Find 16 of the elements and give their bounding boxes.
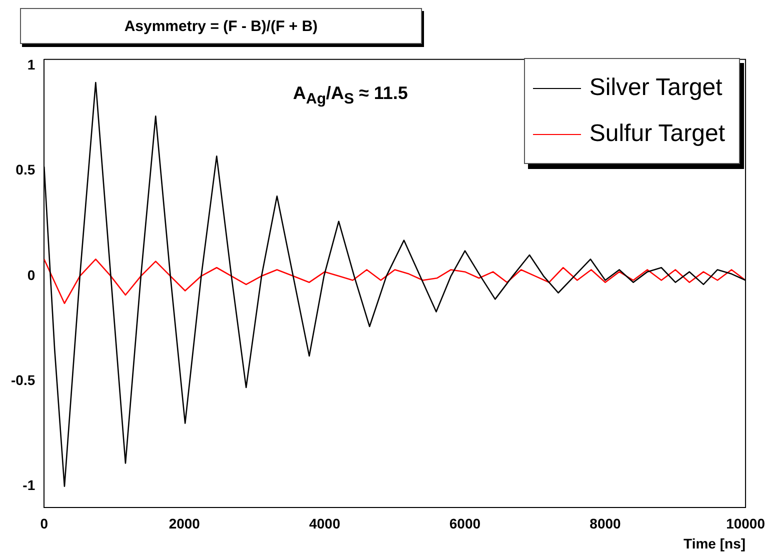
x-tick-label: 4000 bbox=[309, 516, 340, 532]
chart-title: Asymmetry = (F - B)/(F + B) bbox=[20, 8, 422, 44]
x-tick-label: 8000 bbox=[590, 516, 622, 532]
legend-label: Silver Target bbox=[589, 74, 722, 102]
x-tick-label: 0 bbox=[40, 516, 48, 532]
y-tick-label: 0 bbox=[27, 266, 36, 283]
y-tick-label: 1 bbox=[27, 56, 36, 73]
annotation: A$_{Ag}$/A$_{S}$ ≈ 11.5 bbox=[293, 83, 408, 108]
x-axis-title: Time [ns] bbox=[684, 535, 746, 552]
x-tick-label: 2000 bbox=[168, 516, 200, 532]
x-tick-label: 10000 bbox=[726, 516, 766, 532]
x-tick-label: 6000 bbox=[449, 516, 481, 532]
y-tick-label: 0.5 bbox=[16, 162, 36, 178]
legend-label: Sulfur Target bbox=[589, 120, 725, 148]
y-tick-label: -1 bbox=[22, 477, 36, 494]
y-tick-label: -0.5 bbox=[11, 372, 36, 388]
